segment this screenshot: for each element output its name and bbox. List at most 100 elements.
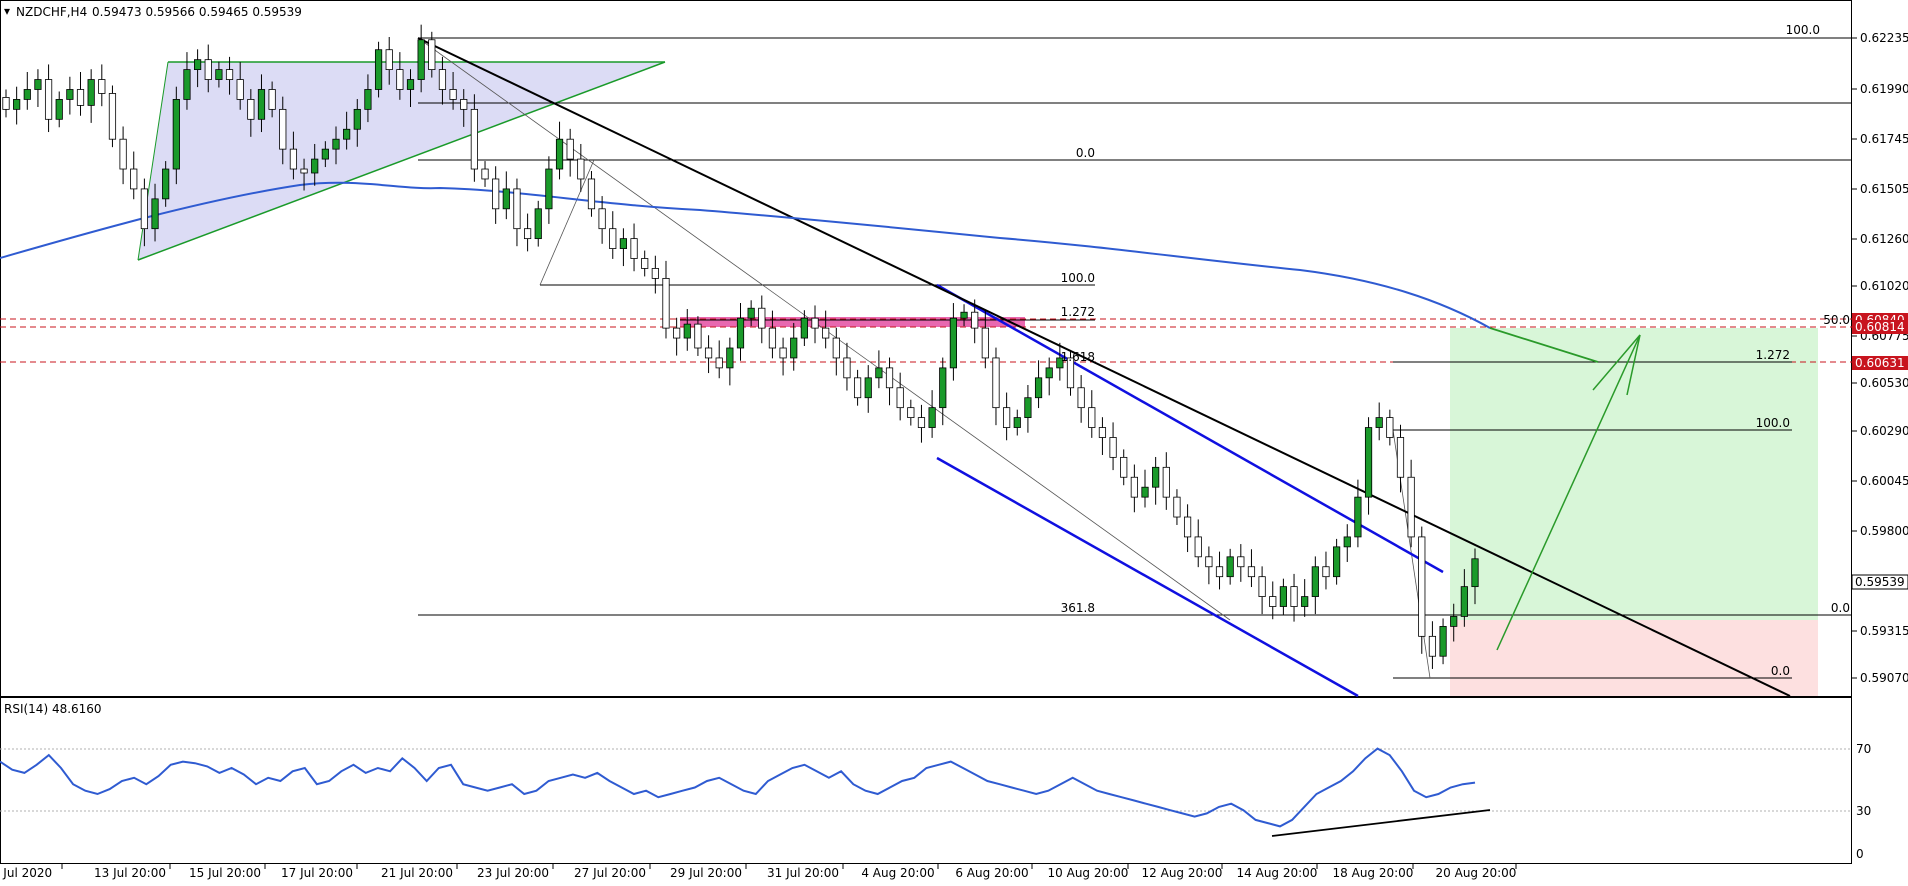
candle [1141, 469, 1149, 508]
fib-label-right-100: 100.0 [1756, 416, 1790, 430]
candle-body-bull [1279, 586, 1287, 607]
rsi-tick-70: 70 [1856, 742, 1871, 756]
candle [641, 250, 649, 277]
time-axis-label: 17 Jul 20:00 [281, 866, 353, 880]
candle-body-bull [1024, 397, 1032, 419]
candle [736, 303, 745, 361]
candle-body-bear [236, 79, 244, 100]
candle-body-bull [215, 69, 223, 80]
candle-body-bull [162, 168, 170, 200]
candle-body-bear [704, 347, 713, 359]
candle [151, 183, 159, 242]
candle [577, 143, 585, 192]
candle [651, 255, 659, 294]
candle-body-bull [1460, 586, 1468, 617]
fib-label-right-0a: 0.0 [1831, 601, 1850, 615]
candle [1226, 548, 1234, 585]
candle-body-bear [449, 89, 457, 100]
candle-body-bull [23, 89, 31, 100]
symbol-icon: ▾ [4, 4, 10, 18]
candle [587, 171, 596, 217]
candle-body-bull [545, 168, 553, 210]
candle [449, 71, 457, 110]
candle-body-bull [1333, 546, 1341, 578]
candle [428, 31, 436, 78]
candle-body-bear [1237, 556, 1245, 568]
candle [172, 86, 180, 185]
candle-body-bear [470, 108, 478, 170]
candlestick-series [2, 24, 1479, 669]
candle [268, 81, 276, 118]
price-tick-label: 0.59070 [1860, 671, 1908, 685]
candle [1152, 456, 1160, 505]
candle [513, 178, 521, 247]
candle-body-bull [928, 407, 936, 428]
candle-body-bear [76, 89, 85, 106]
time-axis-label: 23 Jul 20:00 [477, 866, 549, 880]
candle-body-bull [864, 377, 872, 399]
candle-body-bull [1311, 566, 1319, 597]
candle [1460, 569, 1468, 627]
long-stop-zone [1450, 620, 1818, 696]
candle [853, 369, 862, 406]
candle [843, 342, 851, 391]
candle [385, 36, 393, 85]
candle [1173, 489, 1181, 525]
rsi-tick-30: 30 [1856, 804, 1871, 818]
candle [907, 399, 915, 426]
candle-body-bull [949, 317, 957, 369]
candle [1237, 544, 1245, 582]
candle-body-bear [1120, 456, 1128, 478]
candle-body-bear [1194, 536, 1202, 558]
candle-body-bull [1141, 486, 1149, 498]
candle [673, 317, 681, 356]
candle [1407, 459, 1415, 548]
candle [87, 69, 95, 123]
candle-body-bear [758, 307, 766, 329]
candle-body-bull [1364, 427, 1373, 498]
candle [1311, 556, 1319, 615]
candle [822, 310, 830, 349]
candle [896, 372, 904, 421]
candle-body-bear [1428, 635, 1437, 657]
time-axis[interactable]: 9 Jul 2020 13 Jul 20:00 15 Jul 20:00 17 Jul… [0, 864, 1517, 880]
time-axis-label: 27 Jul 20:00 [574, 866, 646, 880]
price-tag-c: 0.60631 [1855, 356, 1905, 370]
candle [1333, 538, 1341, 585]
candle [1045, 357, 1053, 396]
candle-body-bear [971, 311, 979, 329]
candle [555, 121, 564, 180]
candle-body-bear [1003, 407, 1011, 428]
candle-body-bear [981, 327, 989, 359]
symbol-info: NZDCHF,H4 [16, 5, 87, 19]
candle-body-bull [343, 128, 351, 140]
candle-body-bear [1088, 407, 1096, 428]
candle [939, 357, 947, 426]
moving-average-line [0, 181, 1491, 329]
candle-body-bear [1109, 437, 1117, 458]
candle-body-bull [332, 138, 340, 150]
candle-body-bear [641, 258, 649, 269]
candle [247, 89, 255, 137]
candle-body-bull [1354, 496, 1362, 538]
candle [864, 365, 872, 413]
candle [726, 337, 734, 386]
candle-body-bear [1386, 417, 1394, 438]
candle-body-bear [44, 79, 53, 120]
candle [598, 196, 606, 244]
candle [353, 99, 361, 147]
candle-body-bear [289, 148, 298, 170]
candle [438, 56, 447, 105]
candle [332, 126, 340, 165]
candle [1088, 390, 1096, 438]
candle-body-bear [1215, 566, 1224, 578]
candle [524, 213, 532, 252]
candle-body-bull [55, 99, 63, 120]
candle-body-bear [130, 168, 138, 190]
price-tick-label: 0.60045 [1860, 474, 1908, 488]
candle [545, 156, 553, 224]
candle-body-bull [1034, 377, 1043, 399]
candle-body-bull [1056, 357, 1064, 369]
candle-body-bear [1098, 427, 1107, 438]
